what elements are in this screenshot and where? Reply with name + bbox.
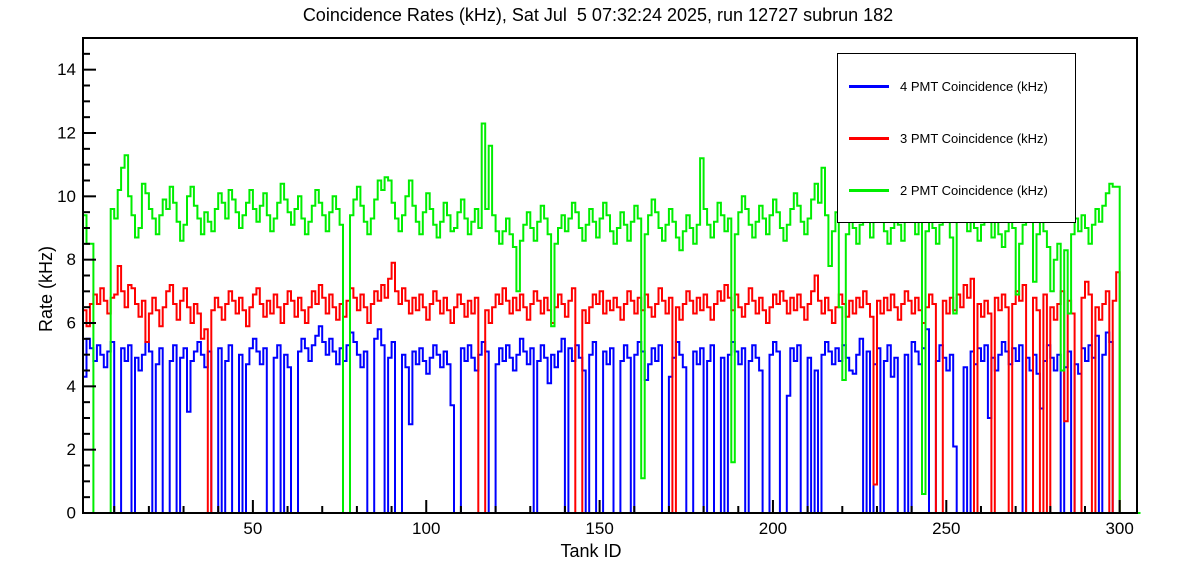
series-path-2pmt	[83, 122, 1141, 514]
x-tick-label: 150	[585, 519, 613, 538]
y-tick-label: 4	[67, 377, 76, 396]
x-axis-title: Tank ID	[560, 541, 622, 561]
legend-row-4pmt: 4 PMT Coincidence (kHz)	[838, 79, 1075, 94]
legend-line-sample-3pmt	[849, 136, 889, 140]
x-tick-label: 100	[412, 519, 440, 538]
legend-line-sample-2pmt	[849, 188, 889, 192]
y-tick-label: 12	[57, 124, 76, 143]
chart-title: Coincidence Rates (kHz), Sat Jul 5 07:32…	[302, 5, 894, 25]
x-tick-label: 300	[1105, 519, 1133, 538]
legend-label-3pmt: 3 PMT Coincidence (kHz)	[900, 130, 1048, 146]
x-tick-label: 200	[759, 519, 787, 538]
y-tick-label: 0	[67, 504, 76, 523]
legend: 4 PMT Coincidence (kHz) 3 PMT Coincidenc…	[837, 53, 1076, 223]
y-tick-label: 2	[67, 440, 76, 459]
legend-row-2pmt: 2 PMT Coincidence (kHz)	[838, 183, 1075, 198]
y-tick-label: 10	[57, 187, 76, 206]
x-tick-label: 250	[932, 519, 960, 538]
legend-line-sample-4pmt	[849, 84, 889, 88]
y-tick-label: 8	[67, 250, 76, 269]
legend-label-2pmt: 2 PMT Coincidence (kHz)	[900, 182, 1048, 198]
series-path-4pmt	[83, 325, 1141, 514]
legend-label-4pmt: 4 PMT Coincidence (kHz)	[900, 78, 1048, 94]
y-tick-label: 14	[57, 60, 76, 79]
x-tick-label: 50	[243, 519, 262, 538]
legend-row-3pmt: 3 PMT Coincidence (kHz)	[838, 131, 1075, 146]
y-tick-label: 6	[67, 314, 76, 333]
